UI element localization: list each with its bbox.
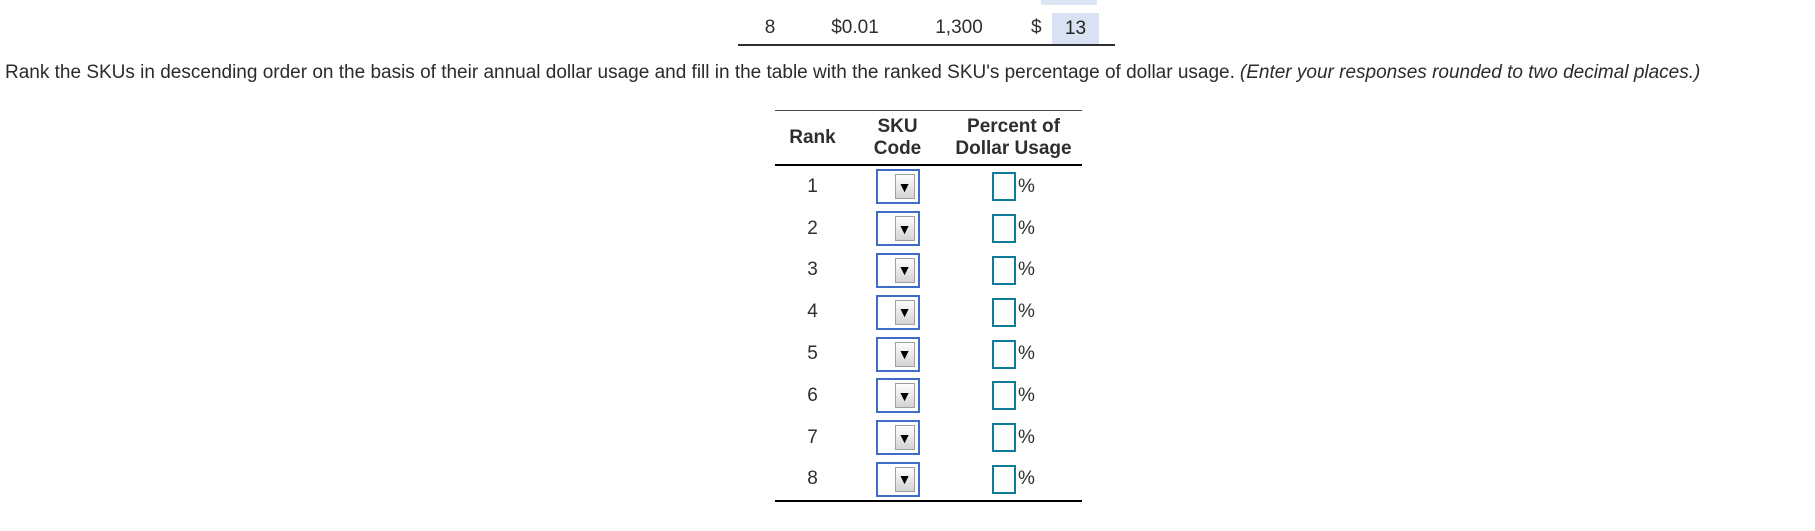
sku-code-dropdown[interactable]: ▼ bbox=[875, 336, 920, 372]
table-row: 2 ▼ % bbox=[775, 208, 1082, 250]
rank-label: 5 bbox=[807, 343, 818, 365]
dropdown-button[interactable]: ▼ bbox=[894, 257, 915, 283]
table-row: 4 ▼ % bbox=[775, 291, 1082, 333]
percent-input[interactable] bbox=[992, 381, 1017, 411]
dropdown-button[interactable]: ▼ bbox=[894, 299, 915, 325]
instruction-text: Rank the SKUs in descending order on the… bbox=[5, 60, 1700, 86]
header-percent-line2: Dollar Usage bbox=[955, 138, 1072, 159]
rank-label: 2 bbox=[807, 217, 818, 239]
sku-code-dropdown[interactable]: ▼ bbox=[875, 169, 920, 205]
source-sku-number: 8 bbox=[764, 17, 776, 38]
table-row: 7 ▼ % bbox=[775, 417, 1082, 459]
header-percent-dollar-usage: Percent of Dollar Usage bbox=[945, 116, 1082, 160]
dropdown-button[interactable]: ▼ bbox=[894, 425, 915, 451]
table-row: 6 ▼ % bbox=[775, 375, 1082, 417]
source-annual-demand: 1,300 bbox=[935, 17, 983, 38]
percent-suffix: % bbox=[1018, 384, 1035, 406]
source-unit-value: $0.01 bbox=[831, 17, 879, 38]
percent-suffix: % bbox=[1018, 426, 1035, 448]
sku-code-dropdown[interactable]: ▼ bbox=[875, 252, 920, 288]
rank-label: 7 bbox=[807, 426, 818, 448]
chevron-down-icon: ▼ bbox=[897, 387, 912, 404]
instruction-main: Rank the SKUs in descending order on the… bbox=[5, 62, 1235, 83]
header-sku-line2: Code bbox=[873, 138, 922, 159]
dropdown-button[interactable]: ▼ bbox=[894, 216, 915, 242]
rank-label: 8 bbox=[807, 468, 818, 490]
table-row: 1 ▼ % bbox=[775, 166, 1082, 208]
percent-suffix: % bbox=[1018, 217, 1035, 239]
header-rank: Rank bbox=[789, 127, 836, 148]
sku-code-dropdown[interactable]: ▼ bbox=[875, 211, 920, 247]
percent-suffix: % bbox=[1018, 259, 1035, 281]
rank-label: 1 bbox=[807, 175, 818, 197]
percent-input[interactable] bbox=[992, 172, 1017, 202]
table-row: 5 ▼ % bbox=[775, 333, 1082, 375]
chevron-down-icon: ▼ bbox=[897, 178, 912, 195]
chevron-down-icon: ▼ bbox=[897, 304, 912, 321]
table-row: 3 ▼ % bbox=[775, 250, 1082, 292]
source-dollar-sign: $ bbox=[1031, 17, 1042, 38]
sku-code-dropdown[interactable]: ▼ bbox=[875, 420, 920, 456]
percent-input[interactable] bbox=[992, 339, 1017, 369]
percent-suffix: % bbox=[1018, 301, 1035, 323]
sku-code-dropdown[interactable]: ▼ bbox=[875, 461, 920, 497]
dropdown-button[interactable]: ▼ bbox=[894, 341, 915, 367]
chevron-down-icon: ▼ bbox=[897, 262, 912, 279]
dropdown-button[interactable]: ▼ bbox=[894, 174, 915, 200]
percent-input[interactable] bbox=[992, 214, 1017, 244]
percent-suffix: % bbox=[1018, 468, 1035, 490]
chevron-down-icon: ▼ bbox=[897, 429, 912, 446]
rank-label: 4 bbox=[807, 301, 818, 323]
percent-input[interactable] bbox=[992, 464, 1017, 494]
chevron-down-icon: ▼ bbox=[897, 471, 912, 488]
percent-suffix: % bbox=[1018, 175, 1035, 197]
ranking-table-header: Rank SKU Code Percent of Dollar Usage bbox=[775, 111, 1082, 166]
percent-input[interactable] bbox=[992, 423, 1017, 453]
source-dollar-usage-field[interactable]: 13 bbox=[1052, 13, 1099, 44]
dropdown-button[interactable]: ▼ bbox=[894, 383, 915, 409]
sku-code-dropdown[interactable]: ▼ bbox=[875, 378, 920, 414]
dropdown-button[interactable]: ▼ bbox=[894, 466, 915, 492]
source-table-bottom-border bbox=[738, 44, 1115, 46]
ranking-table-body: 1 ▼ % 2 ▼ % 3 ▼ % bbox=[775, 166, 1082, 503]
ranking-table: Rank SKU Code Percent of Dollar Usage 1 … bbox=[775, 110, 1082, 503]
instruction-note: (Enter your responses rounded to two dec… bbox=[1239, 62, 1701, 83]
sku-code-dropdown[interactable]: ▼ bbox=[875, 294, 920, 330]
header-sku-line1: SKU bbox=[877, 116, 918, 137]
rank-label: 6 bbox=[807, 384, 818, 406]
percent-input[interactable] bbox=[992, 297, 1017, 327]
cutoff-highlight-strip bbox=[1041, 0, 1097, 5]
header-percent-line1: Percent of bbox=[967, 116, 1060, 137]
percent-suffix: % bbox=[1018, 343, 1035, 365]
header-sku-code: SKU Code bbox=[850, 116, 945, 160]
chevron-down-icon: ▼ bbox=[897, 220, 912, 237]
rank-label: 3 bbox=[807, 259, 818, 281]
percent-input[interactable] bbox=[992, 255, 1017, 285]
chevron-down-icon: ▼ bbox=[897, 346, 912, 363]
table-row: 8 ▼ % bbox=[775, 459, 1082, 501]
